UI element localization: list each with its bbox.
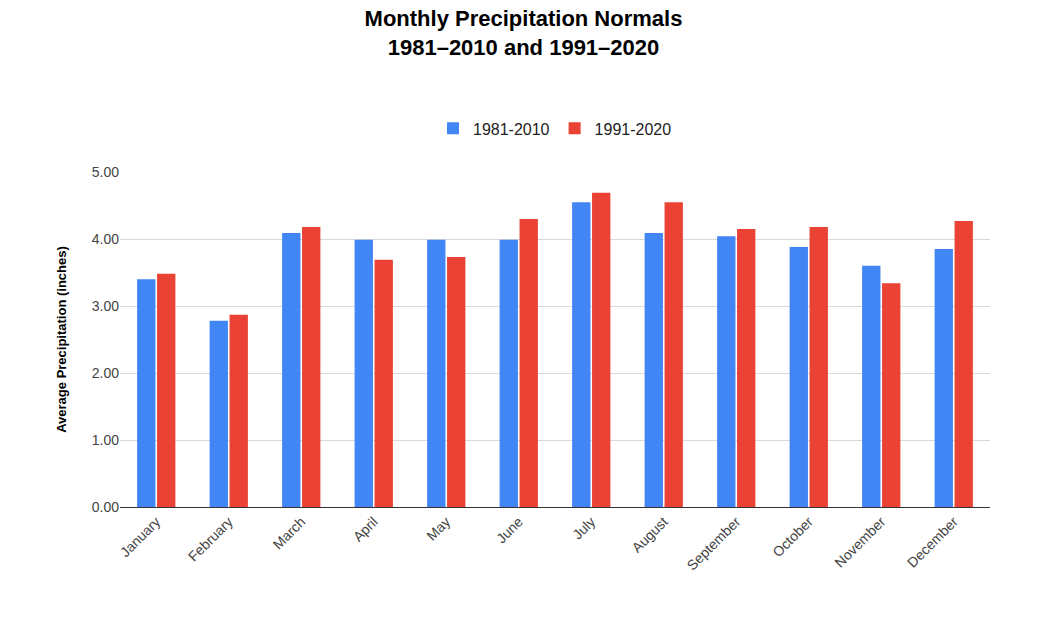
svg-text:February: February: [185, 514, 236, 565]
svg-text:May: May: [423, 514, 453, 544]
svg-text:October: October: [769, 513, 816, 560]
svg-text:November: November: [831, 513, 888, 570]
svg-text:March: March: [269, 514, 308, 553]
svg-text:2.00: 2.00: [92, 365, 119, 381]
svg-text:Monthly Precipitation Normals1: Monthly Precipitation Normals1981–2010 a…: [365, 6, 683, 60]
svg-text:1991-2020: 1991-2020: [595, 121, 672, 138]
svg-text:August: August: [629, 513, 671, 555]
svg-text:4.00: 4.00: [92, 231, 119, 247]
svg-text:1.00: 1.00: [92, 432, 119, 448]
svg-text:1981-2010: 1981-2010: [473, 121, 550, 138]
svg-text:December: December: [904, 513, 961, 570]
svg-text:April: April: [350, 514, 381, 545]
svg-text:July: July: [569, 514, 598, 543]
svg-text:January: January: [117, 514, 164, 561]
svg-text:Average Precipitation (inches): Average Precipitation (inches): [54, 246, 69, 433]
svg-text:September: September: [684, 513, 744, 573]
svg-text:0.00: 0.00: [92, 499, 119, 515]
svg-text:3.00: 3.00: [92, 298, 119, 314]
svg-text:June: June: [493, 513, 526, 546]
svg-text:5.00: 5.00: [92, 164, 119, 180]
